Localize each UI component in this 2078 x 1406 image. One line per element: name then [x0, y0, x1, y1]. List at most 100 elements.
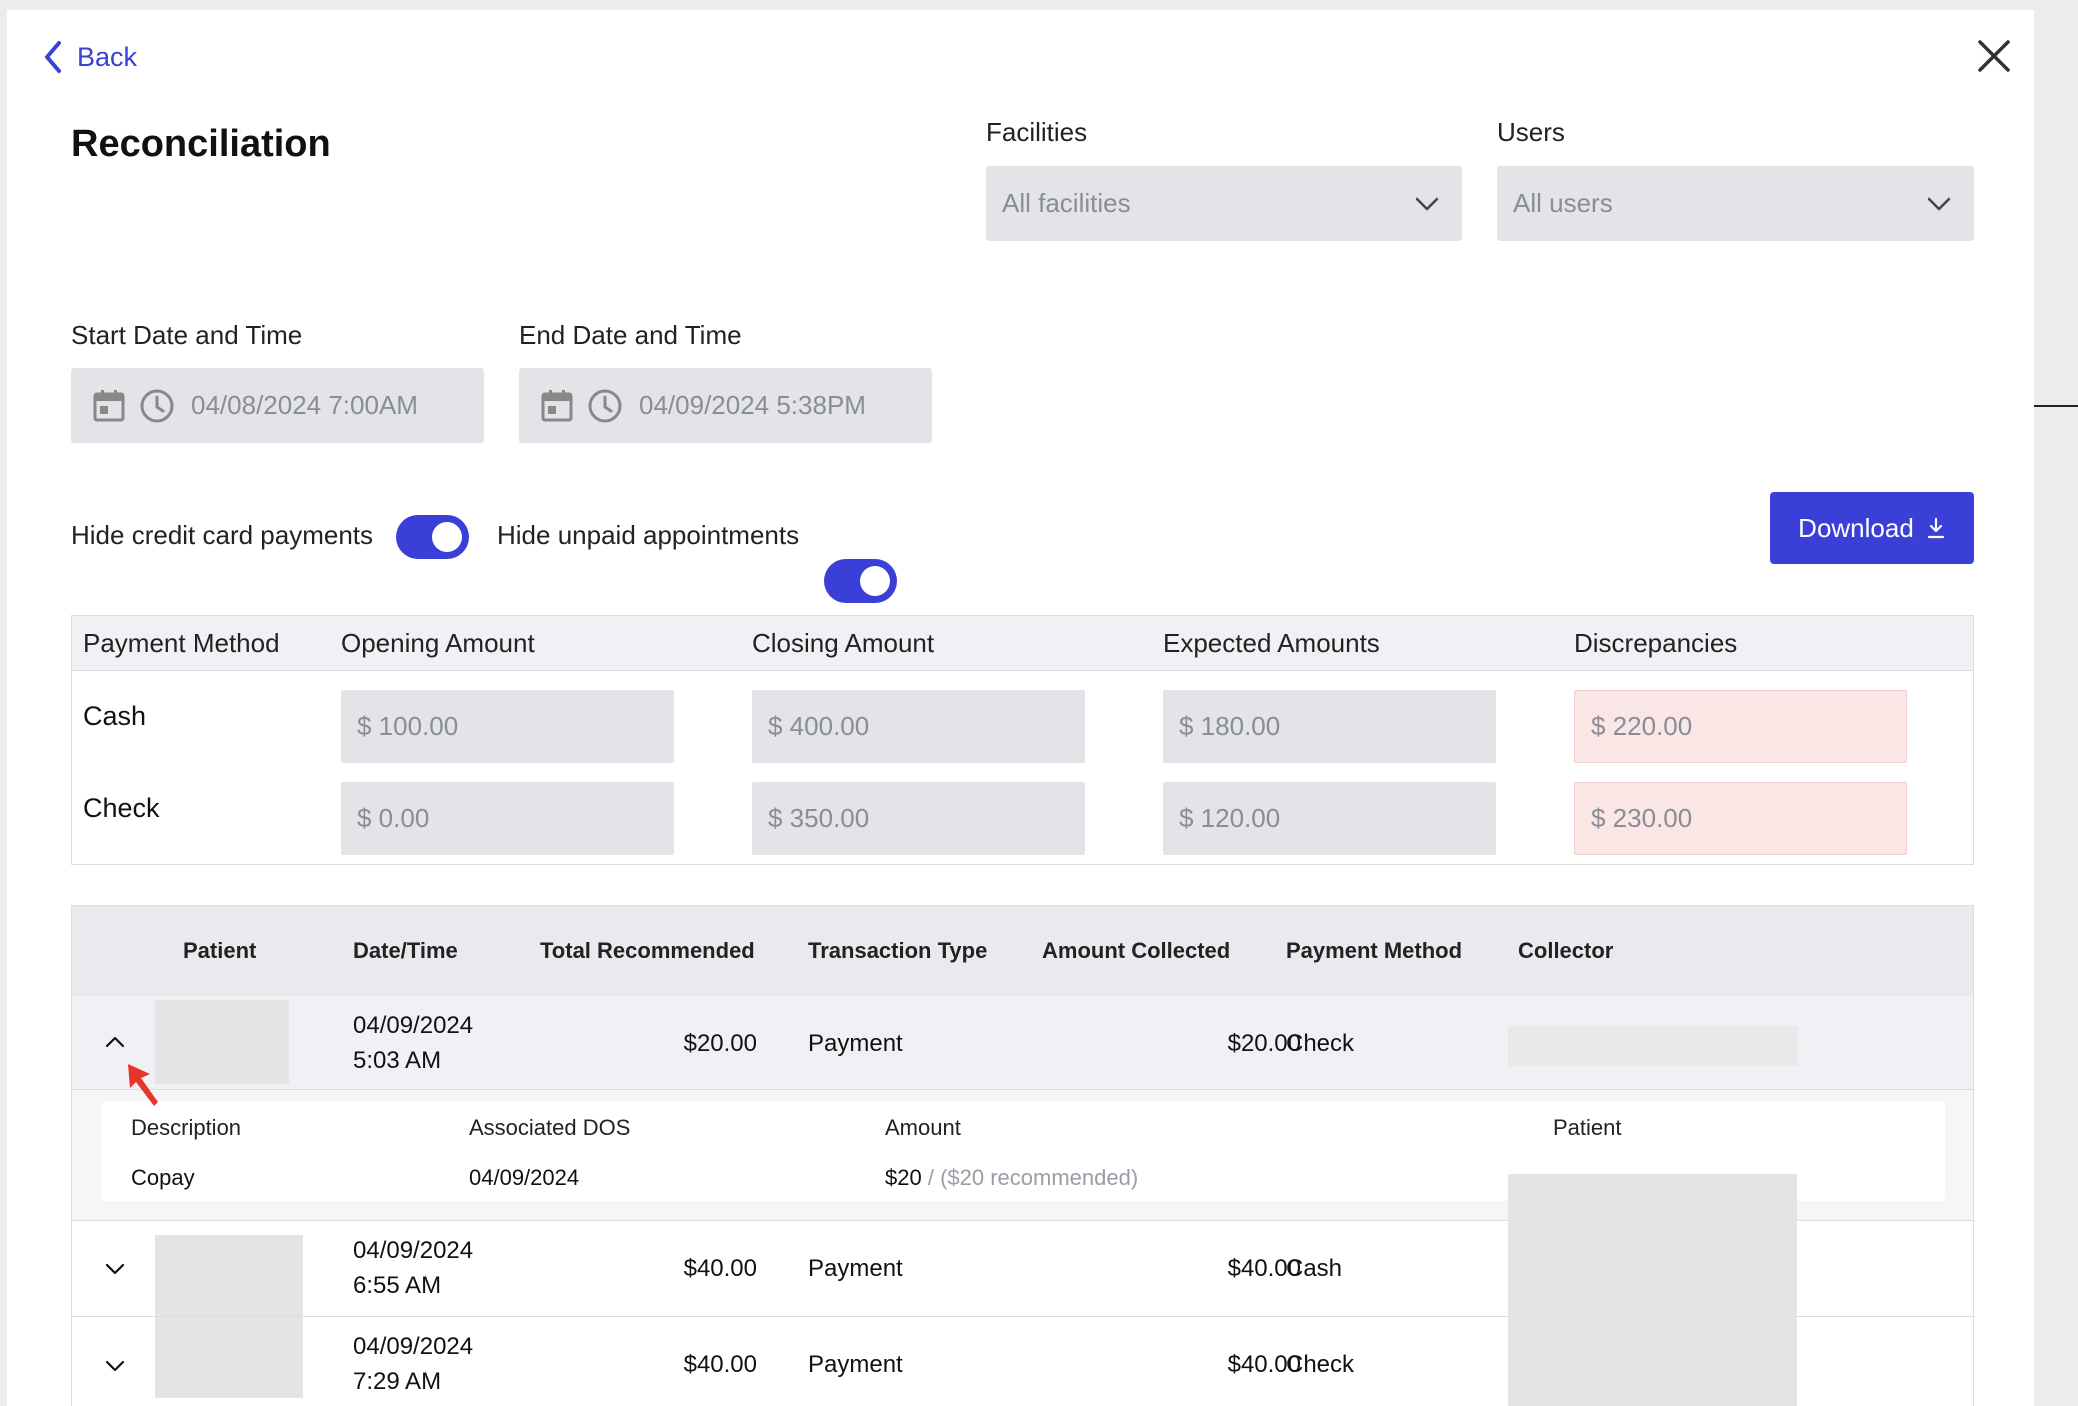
reconciliation-modal: Back Reconciliation Facilities All facil… — [7, 10, 2034, 1406]
summary-header-expected: Expected Amounts — [1163, 628, 1380, 658]
th-total-recommended: Total Recommended — [540, 938, 755, 963]
detail-amount: $20 / ($20 recommended) — [885, 1165, 1138, 1191]
detail-header-patient: Patient — [1553, 1115, 1622, 1140]
calendar-icon — [93, 389, 125, 421]
summary-row-cash-label: Cash — [83, 701, 147, 731]
toggle-knob — [860, 566, 890, 596]
transactions-header: Patient Date/Time Total Recommended Tran… — [72, 906, 1973, 996]
transactions-table: Patient Date/Time Total Recommended Tran… — [71, 905, 1975, 1406]
summary-header-opening: Opening Amount — [341, 628, 535, 658]
start-date-value: 04/08/2024 7:00AM — [191, 390, 418, 420]
row-divider — [72, 1089, 1973, 1090]
summary-table: Payment Method Opening Amount Closing Am… — [71, 615, 1974, 865]
cursor-arrow-icon — [128, 1064, 158, 1106]
facilities-value: All facilities — [1002, 188, 1131, 218]
th-patient: Patient — [183, 938, 257, 963]
row-method: Check — [1286, 1351, 1355, 1378]
row-time: 7:29 AM — [353, 1368, 442, 1395]
end-date-label: End Date and Time — [519, 320, 742, 350]
th-collector: Collector — [1518, 938, 1614, 963]
start-date-label: Start Date and Time — [71, 320, 303, 350]
row-divider — [72, 1316, 1975, 1317]
hide-unpaid-label: Hide unpaid appointments — [497, 520, 800, 550]
chevron-left-icon — [45, 41, 61, 73]
download-button[interactable]: Download — [1770, 492, 1974, 564]
th-payment-method: Payment Method — [1286, 938, 1463, 963]
hide-credit-card-toggle[interactable] — [396, 515, 469, 559]
summary-header-closing: Closing Amount — [752, 628, 935, 658]
row-date: 04/09/2024 — [353, 1237, 474, 1264]
row-recommended: $40.00 — [683, 1351, 757, 1378]
end-date-input[interactable]: 04/09/2024 5:38PM — [519, 368, 932, 443]
cash-opening-input[interactable]: $ 100.00 — [341, 690, 674, 763]
row-type: Payment — [808, 1030, 903, 1057]
hide-unpaid-toggle[interactable] — [824, 559, 897, 603]
summary-header-discrepancies: Discrepancies — [1574, 628, 1738, 658]
row-date: 04/09/2024 — [353, 1333, 474, 1360]
detail-header-amount: Amount — [885, 1115, 961, 1140]
summary-row-check-label: Check — [83, 793, 160, 823]
chevron-up-icon[interactable] — [103, 1034, 127, 1050]
page-title: Reconciliation — [71, 123, 331, 165]
detail-amount-note: / ($20 recommended) — [927, 1165, 1139, 1190]
table-row[interactable]: 04/09/2024 5:03 AM $20.00 Payment $20.00… — [72, 996, 1973, 1089]
row-collected: $40.00 — [1227, 1255, 1301, 1282]
patient-avatar-redacted — [155, 1000, 289, 1084]
calendar-icon — [541, 389, 573, 421]
detail-amount-value: $20 — [885, 1165, 922, 1190]
summary-header: Payment Method Opening Amount Closing Am… — [72, 616, 1973, 671]
close-button[interactable] — [1972, 34, 2016, 78]
toggle-knob — [432, 522, 462, 552]
cash-closing-input[interactable]: $ 400.00 — [752, 690, 1085, 763]
summary-header-method: Payment Method — [83, 628, 280, 658]
close-icon — [1978, 40, 2010, 72]
chevron-down-icon[interactable] — [103, 1358, 127, 1374]
collector-redacted — [1508, 1026, 1798, 1066]
detail-header-dos: Associated DOS — [469, 1115, 631, 1140]
check-expected-value: $ 120.00 — [1163, 782, 1496, 855]
th-amount-collected: Amount Collected — [1042, 938, 1231, 963]
background-strip-right — [2034, 0, 2078, 1406]
detail-panel: Description Associated DOS Amount Patien… — [102, 1101, 1945, 1201]
row-type: Payment — [808, 1351, 903, 1378]
check-closing-input[interactable]: $ 350.00 — [752, 782, 1085, 855]
background-strip-left — [0, 0, 7, 1406]
row-collected: $20.00 — [1227, 1030, 1301, 1057]
back-label: Back — [77, 41, 138, 72]
clock-icon — [140, 389, 174, 422]
back-link[interactable]: Back — [43, 40, 137, 74]
chevron-down-icon[interactable] — [103, 1261, 127, 1277]
patient-avatar-redacted — [155, 1317, 303, 1398]
row-time: 6:55 AM — [353, 1272, 442, 1299]
th-datetime: Date/Time — [353, 938, 458, 963]
cash-discrepancy-value: $ 220.00 — [1574, 690, 1907, 763]
facilities-label: Facilities — [986, 117, 1088, 147]
check-discrepancy-value: $ 230.00 — [1574, 782, 1907, 855]
detail-description: Copay — [131, 1165, 195, 1190]
row-recommended: $20.00 — [683, 1030, 757, 1057]
download-label: Download — [1798, 512, 1914, 543]
clock-icon — [588, 389, 622, 422]
hide-credit-card-label: Hide credit card payments — [71, 520, 374, 550]
cash-expected-value: $ 180.00 — [1163, 690, 1496, 763]
facilities-select[interactable]: All facilities — [986, 166, 1462, 241]
download-icon — [1927, 517, 1944, 539]
transaction-detail: Description Associated DOS Amount Patien… — [72, 1090, 1973, 1220]
users-select[interactable]: All users — [1497, 166, 1974, 241]
row-divider — [72, 1220, 1973, 1221]
users-value: All users — [1513, 188, 1613, 218]
row-type: Payment — [808, 1255, 903, 1282]
row-method: Cash — [1286, 1255, 1343, 1282]
detail-dos: 04/09/2024 — [469, 1165, 580, 1190]
check-opening-input[interactable]: $ 0.00 — [341, 782, 674, 855]
chevron-down-icon — [1415, 197, 1439, 210]
background-strip-top — [0, 0, 2078, 10]
start-date-input[interactable]: 04/08/2024 7:00AM — [71, 368, 484, 443]
patient-detail-redacted — [1508, 1174, 1797, 1406]
row-time: 5:03 AM — [353, 1047, 442, 1074]
chevron-down-icon — [1927, 197, 1951, 210]
end-date-value: 04/09/2024 5:38PM — [639, 390, 866, 420]
th-transaction-type: Transaction Type — [808, 938, 988, 963]
row-method: Check — [1286, 1030, 1355, 1057]
row-collected: $40.00 — [1227, 1351, 1301, 1378]
